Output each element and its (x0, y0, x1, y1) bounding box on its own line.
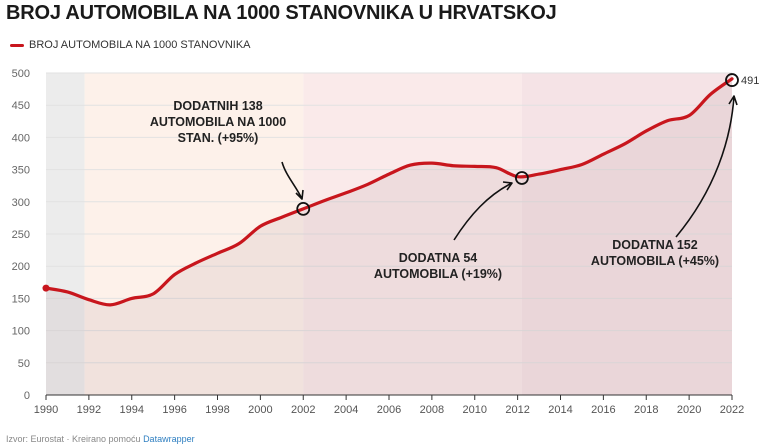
y-tick-label: 400 (12, 132, 30, 144)
y-tick-label: 300 (12, 197, 30, 209)
y-tick-label: 150 (12, 293, 30, 305)
start-point (42, 284, 50, 292)
area-under-line (46, 78, 732, 396)
x-tick-label: 2008 (420, 404, 444, 416)
highlight-markers: 491 (42, 73, 759, 292)
x-tick-label: 1992 (77, 404, 101, 416)
annotation-text-0: DODATNIH 138 AUTOMOBILA NA 1000 STAN. (+95… (150, 99, 286, 145)
footer-link[interactable]: Datawrapper (143, 434, 195, 444)
x-tick-label: 2006 (377, 404, 401, 416)
legend: BROJ AUTOMOBILA NA 1000 STANOVNIKA (10, 39, 251, 51)
legend-label: BROJ AUTOMOBILA NA 1000 STANOVNIKA (29, 39, 251, 51)
annotation-arrow-0 (281, 161, 303, 200)
x-tick-label: 2012 (505, 404, 529, 416)
x-tick-label: 1998 (205, 404, 229, 416)
x-tick-label: 2010 (463, 404, 487, 416)
grid (46, 72, 732, 364)
x-tick-label: 2018 (634, 404, 658, 416)
y-tick-label: 50 (18, 358, 30, 370)
x-tick-label: 1996 (162, 404, 186, 416)
x-tick-label: 2004 (334, 404, 358, 416)
annotation-arrow-2 (675, 95, 735, 238)
x-tick-label: 2014 (548, 404, 572, 416)
chart-title: BROJ AUTOMOBILA NA 1000 STANOVNIKA U HRV… (6, 2, 557, 24)
annotations: DODATNIH 138 AUTOMOBILA NA 1000 STAN. (+95… (150, 95, 738, 281)
highlight-ring-2 (725, 73, 739, 87)
y-tick-label: 100 (12, 326, 30, 338)
y-tick-label: 200 (12, 261, 30, 273)
x-tick-label: 2022 (720, 404, 744, 416)
x-tick-label: 1990 (34, 404, 58, 416)
annotation-text-2: DODATNA 152 AUTOMOBILA (+45%) (591, 238, 719, 268)
annotation-arrow-1 (453, 182, 513, 241)
x-tick-label: 2016 (591, 404, 615, 416)
x-tick-label: 2020 (677, 404, 701, 416)
series-line (44, 77, 734, 307)
y-axis: 0 50 100 150 200 250 300 350 400 450 500 (12, 68, 732, 402)
y-tick-label: 500 (12, 68, 30, 80)
annotation-arrowhead-1 (502, 181, 513, 191)
y-tick-label: 250 (12, 229, 30, 241)
x-tick-label: 2002 (291, 404, 315, 416)
x-axis: 1990 1992 1994 1996 1998 2000 2002 2004 2006 2008… (34, 395, 744, 416)
annotation-text-1: DODATNA 54 AUTOMOBILA (+19%) (374, 251, 502, 281)
legend-swatch (10, 43, 24, 47)
annotation-arrowhead-0 (295, 189, 304, 200)
highlight-ring-0 (296, 201, 311, 216)
highlight-ring-1 (515, 171, 529, 185)
series-lines (44, 77, 734, 307)
footer-source: Izvor: Eurostat · Kreirano pomoću (6, 434, 144, 444)
footer: Izvor: Eurostat · Kreirano pomoću Datawr… (6, 434, 195, 444)
y-tick-label: 0 (24, 390, 30, 402)
annotation-arrowhead-2 (728, 95, 738, 106)
area-fill (46, 78, 732, 396)
x-tick-label: 1994 (120, 404, 144, 416)
y-tick-label: 350 (12, 165, 30, 177)
x-tick-label: 2000 (248, 404, 272, 416)
y-tick-label: 450 (12, 100, 30, 112)
end-value-label: 491 (741, 75, 759, 87)
